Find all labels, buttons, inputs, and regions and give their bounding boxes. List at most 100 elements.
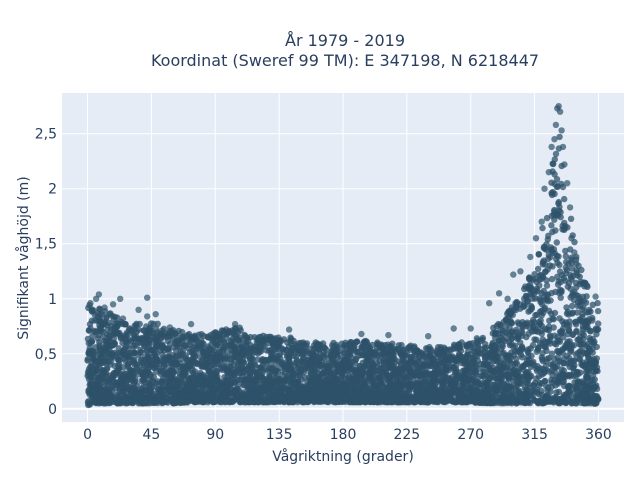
data-point (594, 395, 602, 402)
data-point (413, 386, 421, 393)
data-point (210, 365, 218, 372)
data-point (220, 388, 228, 395)
data-point (535, 345, 542, 352)
data-point (579, 362, 586, 369)
data-point (267, 360, 274, 367)
data-point (442, 364, 450, 371)
data-point (191, 332, 199, 339)
data-point (508, 334, 516, 342)
data-point (587, 328, 594, 335)
data-point (477, 337, 484, 345)
data-point (374, 339, 381, 346)
data-point (566, 338, 573, 345)
data-point (149, 329, 157, 337)
data-point (118, 379, 126, 386)
data-point (224, 363, 232, 370)
data-point (545, 232, 552, 239)
data-point (223, 398, 231, 405)
data-point (355, 375, 362, 382)
data-point (568, 265, 576, 272)
data-point (531, 271, 538, 278)
data-point (252, 362, 259, 369)
data-point (273, 361, 280, 368)
data-point (100, 359, 107, 366)
data-point (526, 275, 533, 282)
data-point (129, 358, 136, 365)
data-point (143, 356, 150, 363)
data-point (578, 346, 585, 354)
data-point (566, 318, 573, 325)
data-point (263, 357, 270, 364)
data-point (313, 340, 321, 347)
data-point (589, 349, 596, 356)
data-point (112, 329, 119, 336)
data-point (294, 397, 301, 404)
data-point (94, 359, 101, 366)
data-point (237, 327, 244, 334)
data-point (96, 348, 104, 355)
data-point (566, 373, 573, 380)
data-point (546, 317, 553, 324)
data-point (550, 324, 557, 331)
data-point (268, 348, 275, 355)
data-point (556, 395, 563, 403)
data-point (562, 342, 569, 349)
data-point (96, 315, 103, 322)
data-point (369, 341, 376, 349)
data-point (235, 337, 242, 344)
data-point (377, 374, 384, 381)
data-point (363, 396, 370, 403)
data-point (121, 370, 128, 377)
data-point (191, 368, 199, 375)
data-point (494, 377, 502, 385)
data-point (548, 310, 555, 317)
data-point (481, 352, 489, 360)
data-point (460, 373, 468, 380)
data-point (583, 349, 591, 357)
data-point (484, 362, 491, 369)
data-point (583, 343, 591, 350)
data-point (439, 380, 447, 388)
data-point (562, 247, 569, 255)
data-point (258, 339, 265, 346)
data-point (473, 370, 480, 378)
data-point (563, 310, 571, 317)
data-point (470, 360, 477, 368)
data-point (422, 367, 429, 374)
data-point (123, 338, 130, 345)
data-point (383, 397, 390, 405)
data-point (545, 338, 552, 345)
data-point (106, 332, 114, 340)
data-point (133, 365, 140, 372)
data-point (536, 320, 544, 327)
data-point (592, 325, 600, 332)
data-point (555, 388, 563, 396)
data-point (593, 367, 600, 374)
data-point (330, 347, 337, 354)
data-point (225, 327, 232, 335)
data-point (587, 365, 594, 372)
data-point (325, 368, 333, 375)
data-point (167, 388, 174, 395)
data-point (528, 305, 535, 312)
data-point (467, 386, 475, 393)
data-point (557, 213, 564, 221)
data-point (551, 355, 558, 363)
data-point (502, 329, 509, 336)
data-point (184, 331, 191, 339)
data-point (292, 353, 300, 360)
data-point (593, 343, 600, 351)
data-point (559, 370, 566, 377)
data-point (232, 325, 239, 332)
data-point (188, 375, 195, 382)
data-point (314, 376, 322, 383)
data-point (133, 328, 141, 335)
data-point (502, 372, 510, 379)
data-point (457, 347, 465, 354)
data-point (435, 350, 442, 357)
data-point (498, 345, 505, 353)
data-point (245, 375, 252, 382)
data-point (124, 376, 131, 383)
data-point (581, 400, 588, 407)
